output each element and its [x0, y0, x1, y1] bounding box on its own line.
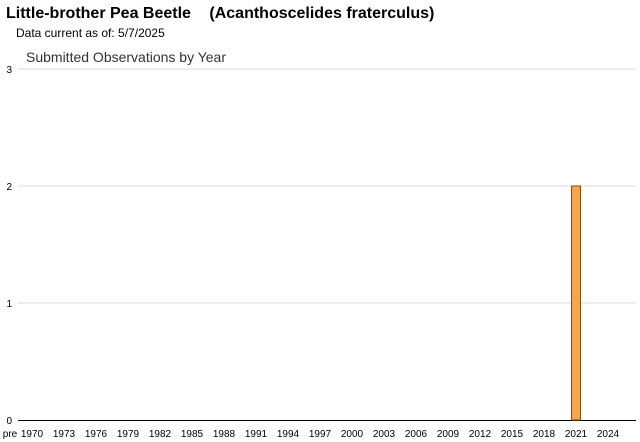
x-tick-label: 2006	[405, 429, 428, 440]
data-current-date: Data current as of: 5/7/2025	[16, 26, 165, 40]
x-tick-label: 2009	[437, 429, 460, 440]
x-tick-label: 2021	[565, 429, 588, 440]
species-title: Little-brother Pea Beetle (Acanthoscelid…	[6, 5, 434, 23]
y-tick-label: 2	[6, 182, 12, 193]
x-tick-label: 2018	[533, 429, 556, 440]
x-tick-label: 2024	[597, 429, 620, 440]
x-tick-label: 1994	[277, 429, 300, 440]
x-tick-label: 2012	[469, 429, 492, 440]
y-tick-label: 0	[6, 416, 12, 427]
x-tick-label: 2003	[373, 429, 396, 440]
x-tick-label: 2000	[341, 429, 364, 440]
chart-title: Submitted Observations by Year	[26, 49, 227, 65]
x-tick-label: 1985	[181, 429, 204, 440]
common-name: Little-brother Pea Beetle	[6, 5, 191, 22]
x-tick-label: 1988	[213, 429, 236, 440]
x-tick-label: 1997	[309, 429, 332, 440]
x-tick-label: 1991	[245, 429, 268, 440]
x-tick-label: 1976	[85, 429, 108, 440]
x-tick-label: 1982	[149, 429, 172, 440]
x-tick-label: pre	[3, 429, 18, 440]
bar-2021	[571, 185, 581, 421]
y-tick-label: 3	[6, 65, 12, 76]
x-tick-label: 2015	[501, 429, 524, 440]
x-tick-label: 1979	[117, 429, 140, 440]
x-tick-label: 1970	[21, 429, 44, 440]
x-tick-label: 1973	[53, 429, 76, 440]
y-tick-label: 1	[6, 299, 12, 310]
scientific-name: (Acanthoscelides fraterculus)	[209, 5, 435, 22]
